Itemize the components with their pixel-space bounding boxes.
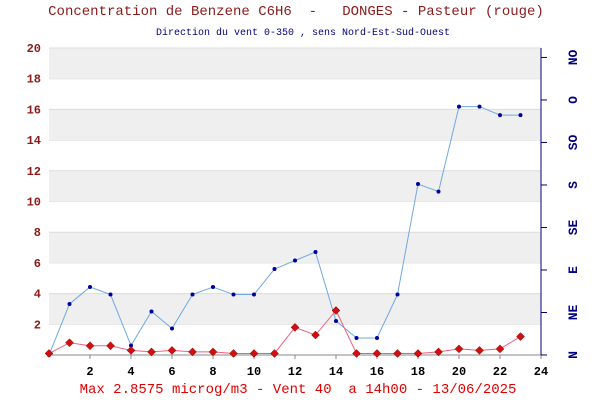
y-tick-label: 10: [27, 196, 41, 210]
x-tick-label: 16: [370, 365, 384, 379]
x-tick-label: 18: [411, 365, 425, 379]
point: [106, 341, 115, 351]
point: [270, 349, 279, 358]
point: [416, 182, 420, 187]
series-line: [48, 106, 521, 356]
point: [413, 349, 423, 358]
grid-band: [49, 170, 541, 202]
point: [457, 104, 461, 109]
point: [249, 349, 259, 358]
point: [334, 318, 338, 323]
y-tick-label: 16: [27, 103, 41, 117]
y-tick-label: 6: [34, 257, 41, 271]
point: [88, 284, 92, 289]
x-tick-label: 12: [288, 365, 302, 379]
point: [434, 347, 443, 357]
point: [126, 346, 136, 355]
x-tick-label: 22: [493, 365, 507, 379]
point: [331, 306, 341, 315]
point: [211, 284, 215, 289]
y2-tick-label: NE: [566, 304, 581, 320]
point: [170, 326, 174, 331]
point: [85, 341, 95, 351]
point: [44, 349, 54, 358]
y-tick-label: 14: [27, 134, 41, 148]
grid-band: [49, 232, 541, 263]
footer: Max 2.8575 microg/m3 - Vent 40 a 14h00 -…: [80, 382, 517, 398]
y2-tick-label: S: [566, 181, 581, 189]
point: [393, 349, 402, 358]
x-tick-label: 24: [534, 365, 548, 379]
chart-subtitle: Direction du vent 0-350 , sens Nord-Est-…: [156, 27, 450, 39]
x-tick-label: 14: [329, 365, 343, 379]
point: [475, 346, 484, 355]
point: [372, 349, 382, 358]
point: [375, 335, 379, 340]
point: [229, 349, 238, 358]
point: [108, 292, 113, 297]
point: [190, 292, 195, 297]
y-tick-label: 12: [27, 165, 41, 179]
point: [313, 250, 318, 255]
x-tick-label: 10: [247, 365, 261, 379]
y-tick-label: 20: [27, 42, 41, 56]
point: [147, 347, 156, 357]
y-tick-label: 4: [34, 288, 41, 302]
point: [311, 330, 320, 340]
point: [65, 338, 74, 348]
point: [272, 267, 277, 272]
point: [231, 292, 236, 297]
point: [149, 309, 154, 314]
y2-tick-label: E: [566, 266, 581, 274]
point: [290, 323, 300, 332]
grid-band: [49, 293, 541, 325]
grid-band: [49, 48, 541, 79]
point: [395, 292, 400, 297]
x-tick-label: 20: [452, 365, 466, 379]
point: [518, 113, 523, 118]
y2-tick-label: SE: [566, 219, 581, 235]
y2-tick-label: N: [566, 351, 581, 359]
point: [188, 347, 197, 357]
point: [498, 113, 502, 118]
point: [477, 104, 482, 109]
point: [436, 189, 441, 194]
point: [352, 349, 361, 358]
y-tick-label: 8: [34, 226, 41, 240]
point: [354, 335, 359, 340]
point: [208, 347, 218, 357]
y2-tick-label: NO: [566, 49, 581, 65]
point: [252, 292, 256, 297]
y2-tick-label: O: [566, 96, 581, 104]
y2-tick-label: SO: [566, 134, 581, 150]
point: [129, 343, 133, 348]
x-tick-label: 2: [86, 365, 93, 379]
x-tick-label: 6: [168, 365, 175, 379]
point: [495, 344, 505, 354]
chart-title: Concentration de Benzene C6H6 - DONGES -…: [48, 4, 544, 20]
y-tick-label: 18: [27, 73, 41, 87]
point: [67, 301, 72, 306]
x-tick-label: 4: [127, 365, 134, 379]
point: [516, 332, 525, 341]
grid-band: [49, 109, 541, 141]
point: [454, 344, 464, 354]
x-tick-label: 8: [209, 365, 216, 379]
point: [167, 346, 177, 355]
point: [293, 258, 297, 263]
y-tick-label: 2: [34, 318, 41, 332]
